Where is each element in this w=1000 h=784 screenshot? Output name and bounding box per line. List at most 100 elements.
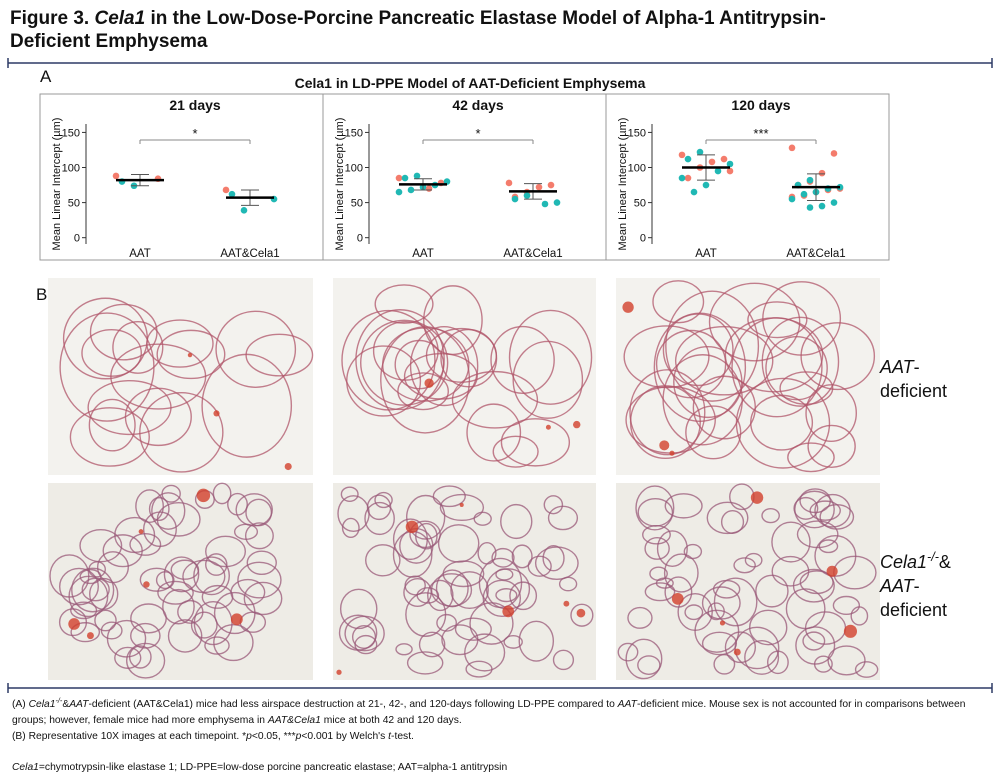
dot — [800, 190, 808, 198]
alveolus — [644, 536, 670, 560]
blood-spot — [826, 565, 838, 577]
alveolus — [466, 403, 522, 462]
alveolus — [747, 301, 808, 339]
alveolus — [637, 498, 674, 527]
alveolus — [749, 609, 788, 646]
alveolus — [418, 631, 446, 658]
y-tick-label: 100 — [628, 163, 646, 175]
chart-frame — [322, 93, 607, 261]
alveolus — [508, 309, 593, 405]
alveolus — [355, 309, 445, 411]
text-segment: - — [914, 576, 920, 596]
alveolus — [706, 501, 749, 535]
alveolus — [787, 442, 835, 473]
histology-image — [616, 483, 880, 680]
alveolus — [792, 568, 835, 603]
alveolus — [694, 609, 740, 653]
dot — [535, 183, 543, 191]
alveolus — [341, 517, 360, 539]
blood-spot — [213, 410, 220, 417]
dot — [702, 181, 710, 189]
dot — [830, 199, 838, 206]
alveolus — [827, 645, 866, 676]
alveolus — [148, 496, 170, 522]
alveolus — [162, 588, 195, 625]
alveolus — [215, 310, 297, 388]
alveolus — [130, 603, 167, 634]
alveolus — [365, 544, 401, 577]
alveolus — [464, 633, 506, 672]
dot — [413, 172, 421, 180]
alveolus — [454, 617, 492, 641]
alveolus — [432, 485, 466, 508]
alveolus — [818, 539, 839, 554]
alveolus — [69, 407, 150, 467]
blood-spot — [138, 529, 144, 535]
dot — [830, 150, 838, 157]
alveolus — [683, 543, 703, 560]
dot — [547, 181, 555, 189]
dot — [401, 174, 409, 182]
alveolus — [372, 320, 439, 381]
alveolus — [212, 482, 232, 505]
alveolus — [102, 534, 143, 568]
alveolus — [394, 339, 445, 390]
alveolus — [482, 579, 522, 618]
text-line: deficient — [880, 600, 947, 620]
alveolus — [360, 319, 449, 406]
alveolus — [405, 494, 446, 540]
text-segment: deficient — [880, 381, 947, 401]
blood-spot — [336, 669, 342, 675]
alveolus — [500, 503, 533, 540]
alveolus — [771, 555, 810, 587]
alveolus — [177, 599, 204, 624]
alveolus — [832, 595, 861, 616]
alveolus — [71, 567, 115, 613]
alveolus — [70, 622, 101, 643]
alveolus — [814, 493, 851, 528]
alveolus — [135, 489, 164, 523]
alveolus — [112, 320, 164, 374]
blood-spot — [424, 378, 434, 388]
alveolus — [627, 606, 653, 629]
y-tick-label: 150 — [628, 127, 646, 139]
alveolus — [755, 574, 789, 608]
blood-spot — [573, 420, 581, 429]
text-segment: Cela1 — [880, 552, 927, 572]
alveolus — [409, 520, 441, 549]
alveolus — [665, 290, 760, 402]
alveolus — [364, 501, 395, 536]
text-line: (B) Representative 10X images at each ti… — [12, 731, 414, 742]
alveolus — [685, 405, 742, 460]
text-segment: <0.05, *** — [252, 731, 296, 742]
alveolus — [201, 353, 293, 458]
blood-spot — [671, 592, 684, 605]
text-segment: Cela1 — [29, 699, 56, 710]
text-line: Cela1=chymotrypsin-like elastase 1; LD-P… — [12, 762, 507, 773]
x-tick-label: AAT&Cela1 — [503, 248, 562, 260]
alveolus — [205, 553, 228, 576]
alveolus — [79, 528, 123, 563]
alveolus — [635, 485, 675, 531]
panel-label: A — [40, 67, 52, 86]
text-line: Cela1-/-& — [880, 550, 951, 572]
alveolus — [511, 544, 533, 569]
alveolus — [374, 491, 393, 509]
alveolus — [771, 521, 811, 563]
histology-image — [48, 482, 313, 680]
chart-title: 42 days — [452, 97, 504, 113]
alveolus — [744, 552, 763, 568]
text-segment: & — [939, 552, 951, 572]
alveolus — [244, 522, 274, 550]
alveolus — [664, 493, 703, 519]
blood-spot — [459, 502, 464, 507]
alveolus — [802, 631, 826, 651]
alveolus — [397, 372, 449, 411]
alveolus — [724, 317, 824, 393]
alveolus — [167, 619, 203, 653]
dot — [726, 160, 734, 168]
alveolus — [662, 313, 734, 387]
blood-spot — [843, 624, 858, 638]
alveolus — [129, 532, 162, 556]
